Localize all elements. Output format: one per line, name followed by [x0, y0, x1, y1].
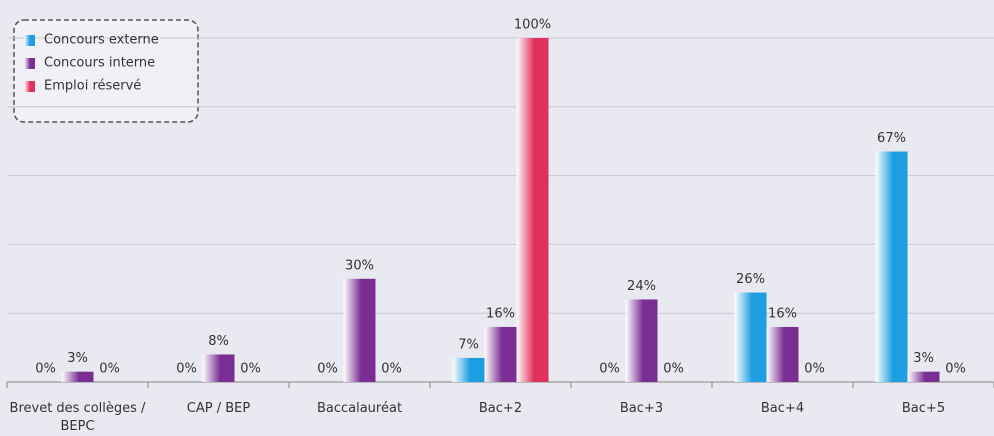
- bar: [452, 357, 485, 382]
- legend-swatch: [24, 58, 35, 69]
- data-label: 0%: [381, 362, 402, 377]
- data-label: 26%: [736, 272, 765, 287]
- legend-label: Concours interne: [44, 56, 155, 71]
- data-label: 0%: [663, 362, 684, 377]
- data-label: 0%: [317, 362, 338, 377]
- legend-swatch: [24, 35, 35, 46]
- data-label: 0%: [35, 362, 56, 377]
- legend-label: Concours externe: [44, 33, 159, 48]
- data-label: 0%: [599, 362, 620, 377]
- data-label: 0%: [99, 362, 120, 377]
- bar: [625, 299, 658, 382]
- legend-label: Emploi réservé: [44, 79, 141, 94]
- bar: [907, 371, 940, 382]
- x-tick-label: CAP / BEP: [186, 401, 251, 416]
- data-label: 0%: [240, 362, 261, 377]
- data-label: 3%: [67, 351, 88, 366]
- data-label: 0%: [176, 362, 197, 377]
- data-label: 67%: [877, 131, 906, 146]
- data-label: 0%: [804, 362, 825, 377]
- data-label: 16%: [486, 306, 515, 321]
- bar: [875, 151, 908, 382]
- x-tick-label: Brevet des collèges / BEPC: [9, 401, 146, 434]
- x-tick-label: Bac+5: [901, 401, 946, 416]
- data-label: 7%: [458, 337, 479, 352]
- x-tick-label: Bac+4: [760, 401, 805, 416]
- data-label: 16%: [768, 306, 797, 321]
- bar: [343, 278, 376, 382]
- x-tick-label: Bac+2: [478, 401, 523, 416]
- data-label: 30%: [345, 258, 374, 273]
- data-label: 8%: [208, 334, 229, 349]
- legend-swatch: [24, 81, 35, 92]
- bar: [202, 354, 235, 382]
- x-tick-label: Bac+3: [619, 401, 664, 416]
- data-label: 0%: [945, 362, 966, 377]
- bar: [734, 292, 767, 382]
- x-tick-label: Baccalauréat: [316, 401, 403, 416]
- legend-box: [13, 19, 199, 123]
- bar: [61, 371, 94, 382]
- data-label: 100%: [514, 18, 551, 33]
- data-label: 24%: [627, 279, 656, 294]
- data-label: 3%: [913, 351, 934, 366]
- bar: [516, 38, 549, 382]
- bar: [766, 326, 799, 382]
- bar: [484, 326, 517, 382]
